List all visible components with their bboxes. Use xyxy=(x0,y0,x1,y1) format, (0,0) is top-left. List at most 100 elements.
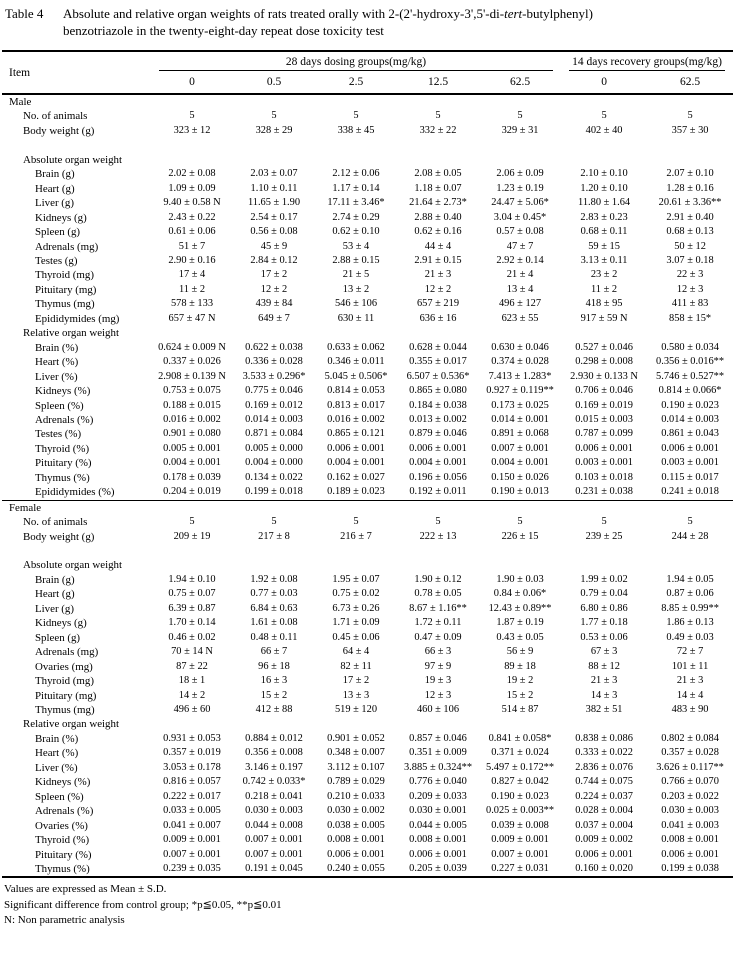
cell xyxy=(151,94,233,109)
cell xyxy=(233,94,315,109)
cell: 0.355 ± 0.017 xyxy=(409,356,467,368)
cell: 0.006 ± 0.001 xyxy=(575,442,633,454)
row-label: Liver (%) xyxy=(35,761,78,774)
cell: 2.91 ± 0.15 xyxy=(414,254,462,266)
spacer-row xyxy=(2,544,733,558)
row-label: Kidneys (%) xyxy=(35,385,91,398)
cell: 0.028 ± 0.004 xyxy=(575,805,633,817)
cell xyxy=(397,544,479,558)
table-row: Thyroid (%) 0.005 ± 0.001 0.005 ± 0.000 0.0… xyxy=(2,442,733,456)
cell: 0.77 ± 0.03 xyxy=(250,588,298,600)
cell: 0.333 ± 0.022 xyxy=(575,747,633,759)
recovery-group-header: 14 days recovery groups(mg/kg) xyxy=(561,51,733,71)
cell: 5 xyxy=(189,516,195,528)
table-row: Heart (%) 0.357 ± 0.019 0.356 ± 0.008 0.348… xyxy=(2,746,733,760)
footnote-significance: Significant difference from control grou… xyxy=(4,898,282,911)
cell: 0.56 ± 0.08 xyxy=(250,226,298,238)
cell: 0.351 ± 0.009 xyxy=(409,747,467,759)
cell: 0.814 ± 0.066* xyxy=(658,385,722,397)
table-caption: Absolute and relative organ weights of r… xyxy=(63,6,731,39)
cell: 0.007 ± 0.001 xyxy=(491,848,549,860)
table-row: Brain (g) 1.94 ± 0.10 1.92 ± 0.08 1.95 ± 0.… xyxy=(2,573,733,587)
cell: 411 ± 83 xyxy=(671,298,709,310)
cell: 0.348 ± 0.007 xyxy=(327,747,385,759)
cell: 17 ± 4 xyxy=(178,269,206,281)
cell: 2.91 ± 0.40 xyxy=(666,211,714,223)
cell: 0.79 ± 0.04 xyxy=(580,588,628,600)
table-row: Adrenals (%) 0.016 ± 0.002 0.014 ± 0.003 0.… xyxy=(2,413,733,427)
cell: 0.008 ± 0.001 xyxy=(409,834,467,846)
cell: 0.009 ± 0.002 xyxy=(575,834,633,846)
cell: 87 ± 22 xyxy=(176,660,208,672)
cell: 0.580 ± 0.034 xyxy=(661,341,719,353)
cell: 5 xyxy=(271,516,277,528)
cell: 5.746 ± 0.527** xyxy=(656,370,725,382)
cell xyxy=(561,153,647,167)
cell: 1.72 ± 0.11 xyxy=(414,617,462,629)
row-label: No. of animals xyxy=(23,110,88,123)
row-label: Heart (%) xyxy=(35,356,79,369)
cell: 1.99 ± 0.02 xyxy=(580,573,628,585)
table-row: Relative organ weight xyxy=(2,326,733,340)
cell: 0.199 ± 0.018 xyxy=(245,486,303,498)
cell xyxy=(233,558,315,572)
table-row: Thymus (mg) 496 ± 60 412 ± 88 519 ± 120 460 … xyxy=(2,703,733,717)
cell: 11.80 ± 1.64 xyxy=(578,197,631,209)
cell xyxy=(647,544,733,558)
cell: 0.838 ± 0.086 xyxy=(575,732,633,744)
cell: 0.008 ± 0.001 xyxy=(661,834,719,846)
cell: 44 ± 4 xyxy=(424,240,452,252)
cell: 18 ± 1 xyxy=(178,675,206,687)
cell: 496 ± 127 xyxy=(498,298,542,310)
cell: 0.004 ± 0.001 xyxy=(327,457,385,469)
cell: 0.742 ± 0.033* xyxy=(242,776,306,788)
cell xyxy=(561,499,648,516)
cell: 72 ± 7 xyxy=(676,646,704,658)
row-label: Heart (%) xyxy=(35,747,79,760)
cell: 0.004 ± 0.000 xyxy=(245,457,303,469)
cell: 15 ± 2 xyxy=(506,689,534,701)
cell: 2.03 ± 0.07 xyxy=(250,168,298,180)
cell: 2.07 ± 0.10 xyxy=(666,168,714,180)
cell: 0.030 ± 0.003 xyxy=(245,805,303,817)
table-row: Kidneys (g) 2.43 ± 0.22 2.54 ± 0.17 2.74 ± … xyxy=(2,211,733,225)
cell: 0.813 ± 0.017 xyxy=(327,399,385,411)
cell xyxy=(233,153,315,167)
table-row: Epididymides (%) 0.204 ± 0.019 0.199 ± 0.0… xyxy=(2,485,733,500)
table-row: Liver (g) 9.40 ± 0.58 N 11.65 ± 1.90 17.11 … xyxy=(2,196,733,210)
cell: 460 ± 106 xyxy=(416,704,460,715)
cell: 11.65 ± 1.90 xyxy=(247,197,301,209)
cell: 2.92 ± 0.14 xyxy=(496,254,544,266)
row-label xyxy=(2,544,151,558)
cell: 0.044 ± 0.005 xyxy=(409,819,467,831)
table-row: Spleen (g) 0.61 ± 0.06 0.56 ± 0.08 0.62 ± 0… xyxy=(2,225,733,239)
cell xyxy=(233,717,315,731)
cell: 0.371 ± 0.024 xyxy=(491,747,549,759)
cell: 0.75 ± 0.02 xyxy=(332,588,380,600)
dose-column-header: 0 xyxy=(151,71,233,95)
cell: 12 ± 2 xyxy=(424,283,452,295)
cell: 226 ± 15 xyxy=(501,530,539,542)
cell: 0.222 ± 0.017 xyxy=(163,790,221,802)
dosing-group-label: 28 days dosing groups(mg/kg) xyxy=(159,54,554,71)
cell: 5 xyxy=(353,110,359,122)
cell: 514 ± 87 xyxy=(501,704,539,715)
cell: 0.188 ± 0.015 xyxy=(163,399,221,411)
cell: 0.61 ± 0.06 xyxy=(168,226,216,238)
cell xyxy=(479,544,561,558)
cell: 0.816 ± 0.057 xyxy=(163,776,221,788)
cell: 0.624 ± 0.009 N xyxy=(158,341,226,353)
cell: 3.04 ± 0.45* xyxy=(493,211,547,223)
table-row: Ovaries (mg) 87 ± 22 96 ± 18 82 ± 11 97 ± 9 8… xyxy=(2,660,733,674)
cell: 3.533 ± 0.296* xyxy=(242,370,306,382)
cell: 0.016 ± 0.002 xyxy=(327,413,385,425)
row-label xyxy=(2,138,151,152)
cell: 3.146 ± 0.197 xyxy=(245,761,303,773)
cell: 244 ± 28 xyxy=(671,530,709,542)
cell xyxy=(647,499,734,516)
table-row: Body weight (g) 323 ± 12 328 ± 29 338 ± 45 3… xyxy=(2,124,733,138)
cell xyxy=(479,138,561,152)
row-label: Brain (g) xyxy=(35,168,75,181)
cell: 0.240 ± 0.055 xyxy=(327,862,385,874)
row-label: Pituitary (mg) xyxy=(35,689,97,702)
